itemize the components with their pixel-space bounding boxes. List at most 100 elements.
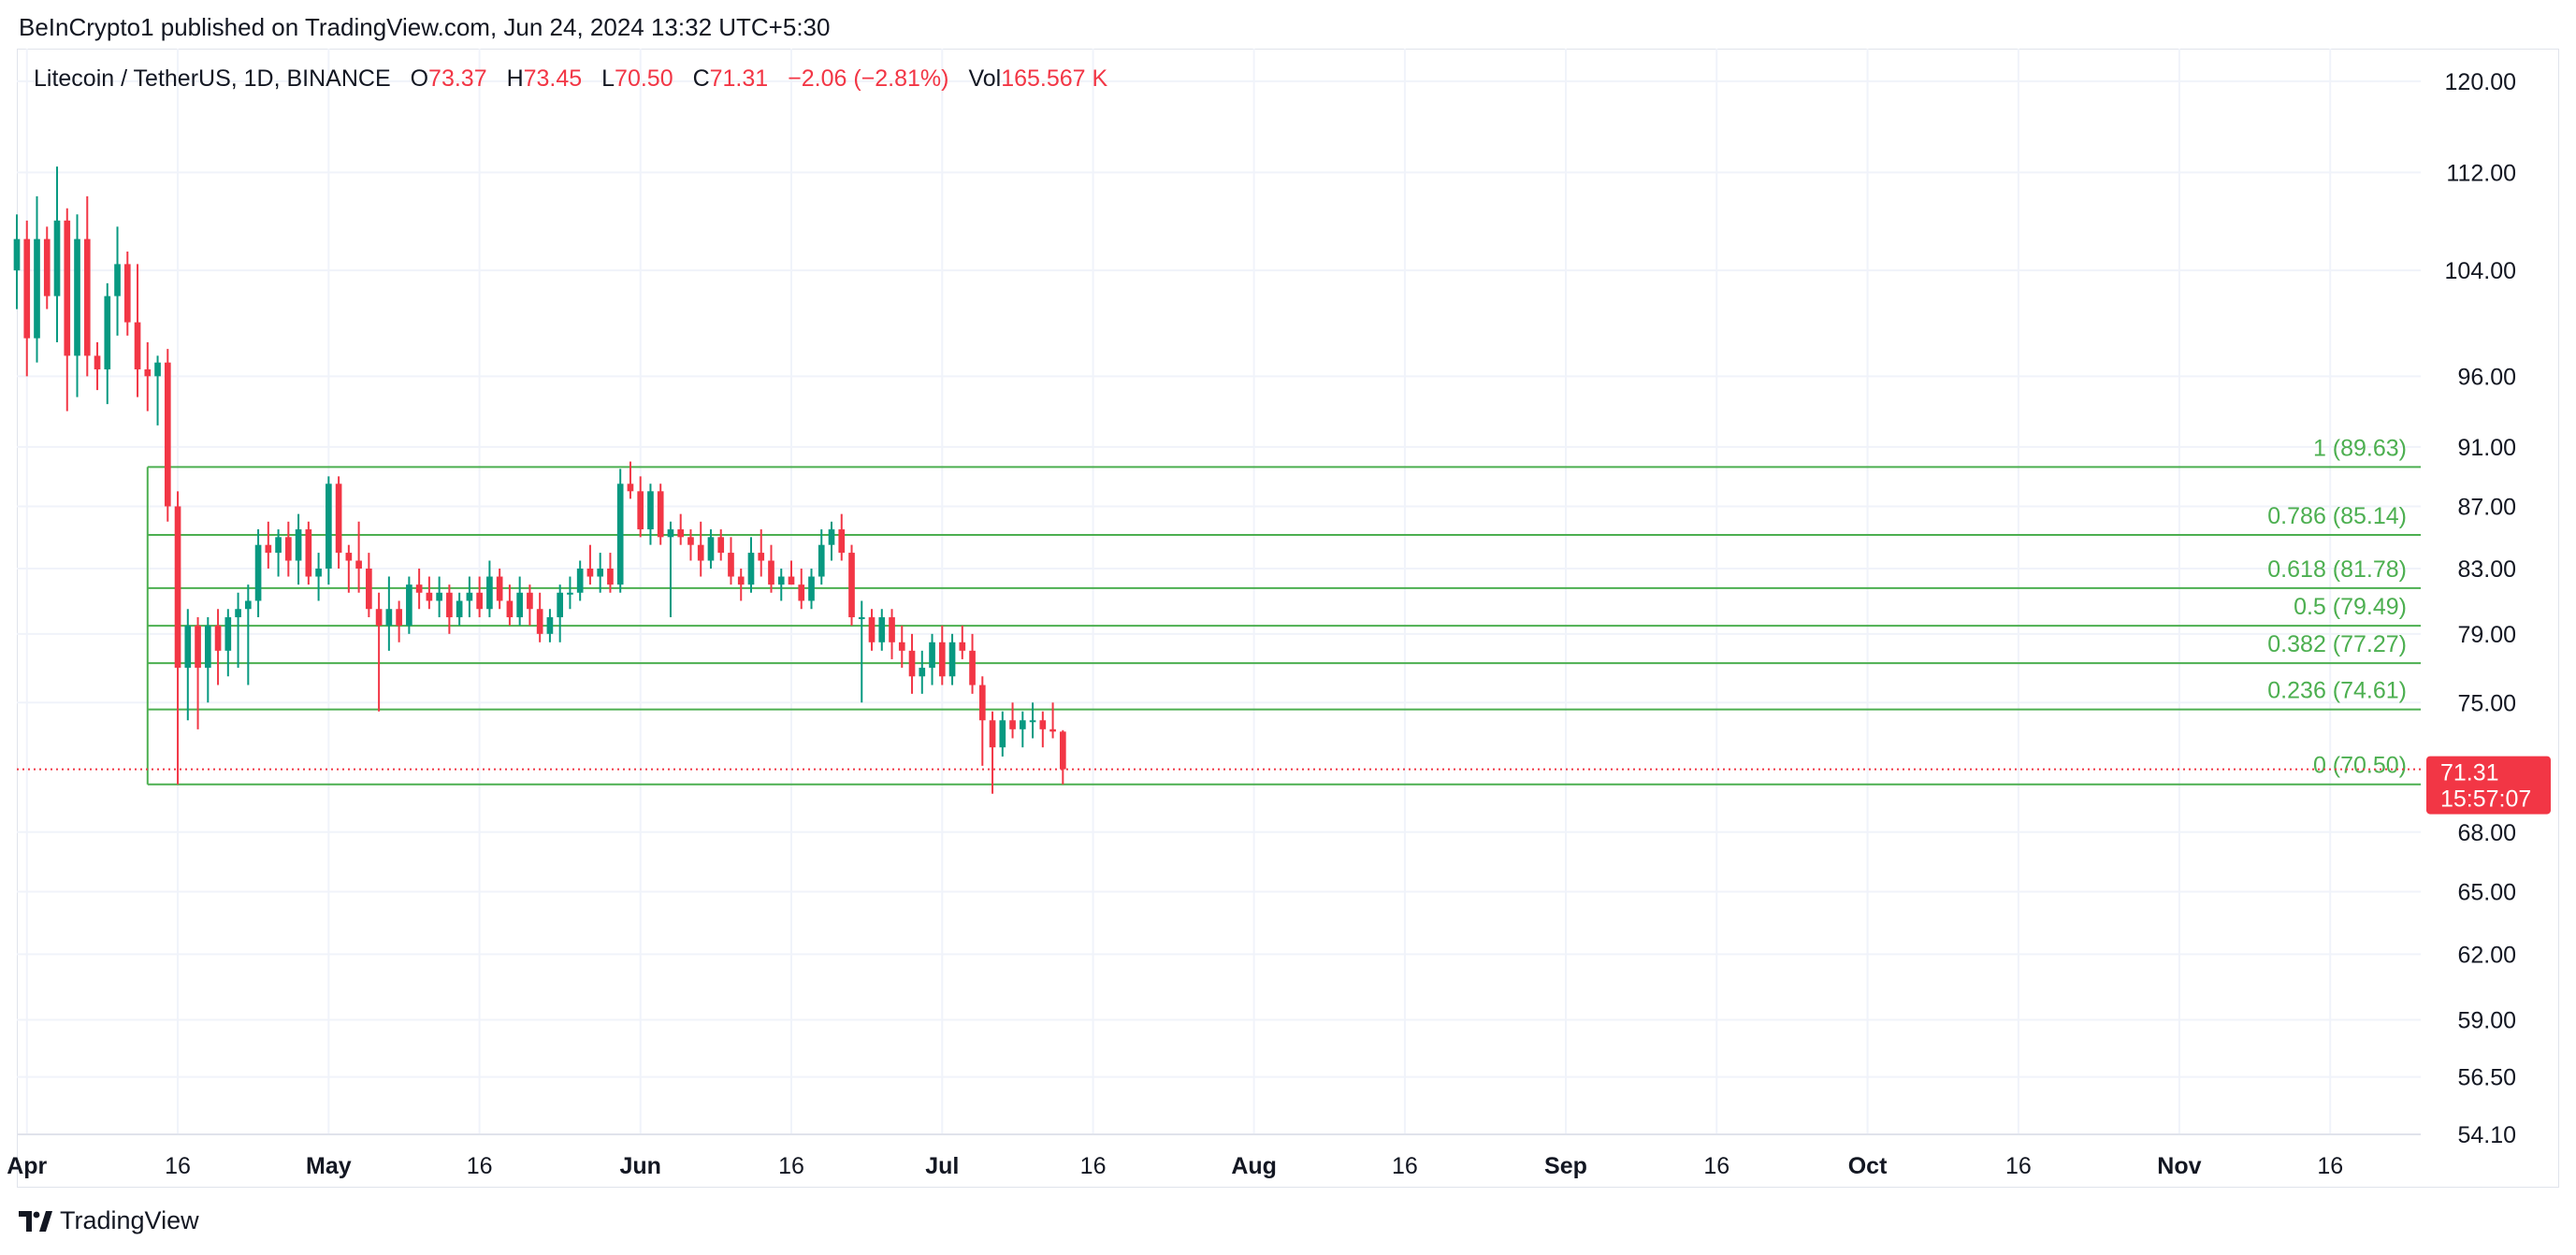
candle-body <box>154 362 161 377</box>
candle-body <box>667 529 674 538</box>
candle-body <box>929 642 935 669</box>
time-axis-label: 16 <box>778 1153 804 1179</box>
price-axis-label: 91.00 <box>2457 435 2516 461</box>
candle-body <box>486 576 493 610</box>
time-axis-label: Nov <box>2157 1153 2201 1179</box>
candle-body <box>546 617 554 634</box>
price-tag-countdown: 15:57:07 <box>2440 786 2531 813</box>
candle-up <box>929 633 935 685</box>
candle-down <box>687 529 694 561</box>
time-axis-label: 16 <box>1703 1153 1729 1179</box>
candle-down <box>627 461 634 499</box>
candle-down <box>607 553 614 593</box>
candle-down <box>717 529 725 561</box>
candle-body <box>999 720 1006 748</box>
price-tag-price: 71.31 <box>2440 760 2499 786</box>
candle-down <box>868 609 876 651</box>
candle-down <box>83 195 91 377</box>
candle-down <box>396 600 402 642</box>
candle-down <box>737 569 745 601</box>
candle-body <box>335 483 342 554</box>
candle-up <box>114 226 121 336</box>
candle-up <box>385 576 393 651</box>
candle-up <box>576 560 584 601</box>
candle-body <box>235 609 241 618</box>
candle-up <box>516 576 523 626</box>
candle-body <box>637 491 644 530</box>
candle-body <box>798 584 805 601</box>
candle-up <box>13 214 21 310</box>
candle-down <box>908 633 916 694</box>
candle-body <box>345 553 353 561</box>
candle-down <box>938 625 946 685</box>
candle-body <box>1049 728 1056 732</box>
candle-body <box>375 609 383 626</box>
candle-body <box>557 592 564 618</box>
candle-down <box>415 569 423 610</box>
candle-down <box>838 513 846 561</box>
candle-down <box>1059 729 1066 785</box>
tradingview-brand[interactable]: TradingView <box>19 1206 199 1235</box>
candle-body <box>597 569 604 577</box>
candle-down <box>426 576 433 610</box>
candle-body <box>889 617 895 642</box>
candle-body <box>326 483 332 570</box>
candle-up <box>616 469 624 593</box>
candle-body <box>959 642 966 651</box>
fib-level-label: 0.786 (85.14) <box>2267 503 2407 529</box>
candle-up <box>546 609 554 642</box>
candle-body <box>647 491 654 530</box>
time-axis-label: 16 <box>467 1153 493 1179</box>
candle-body <box>366 569 372 610</box>
candle-down <box>798 569 805 610</box>
open-label: O <box>410 65 429 92</box>
time-axis-label: May <box>306 1153 352 1179</box>
candle-down <box>476 576 483 618</box>
candle-body <box>898 642 905 651</box>
candle-body <box>908 650 916 677</box>
candle-up <box>567 576 573 610</box>
candle-body <box>657 491 664 538</box>
candle-body <box>174 506 181 669</box>
candle-body <box>788 576 795 585</box>
candle-down <box>1009 702 1016 739</box>
candle-down <box>265 521 272 570</box>
candle-down <box>768 544 774 593</box>
candle-body <box>396 609 402 626</box>
candle-down <box>1039 711 1047 748</box>
fib-level-label: 0.382 (77.27) <box>2267 631 2407 657</box>
high-value: 73.45 <box>523 65 583 92</box>
candle-up <box>597 553 604 593</box>
candle-up <box>34 195 40 363</box>
candle-down <box>728 537 734 585</box>
candle-body <box>818 544 825 577</box>
fibonacci-retracement[interactable]: 1 (89.63) 0.786 (85.14) 0.618 (81.78) 0.5 (… <box>146 435 2421 786</box>
close-value: 71.31 <box>709 65 769 92</box>
candle-body <box>828 529 835 545</box>
candle-body <box>948 642 956 677</box>
candle-body <box>858 617 865 620</box>
time-axis: Apr 16 May 16 Jun 16 Jul 16 Aug 16 Sep 16 Oct 16 Nov 16 <box>7 1153 2343 1179</box>
candle-body <box>254 544 262 601</box>
candle-body <box>516 592 523 618</box>
candle-body <box>295 529 302 561</box>
price-axis-label: 54.10 <box>2457 1122 2516 1148</box>
symbol-title[interactable]: Litecoin / TetherUS, 1D, BINANCE <box>34 65 391 92</box>
candle-body <box>43 238 51 296</box>
candle-down <box>978 676 986 766</box>
candle-body <box>144 368 152 377</box>
candle-body <box>536 609 543 634</box>
ohlc-legend: Litecoin / TetherUS, 1D, BINANCE O73.37 … <box>34 65 1107 93</box>
candle-up <box>948 633 956 685</box>
candle-body <box>1039 720 1047 729</box>
candle-body <box>808 576 815 601</box>
candle-up <box>777 569 785 601</box>
candle-body <box>184 625 192 669</box>
candle-body <box>576 569 584 593</box>
candle-down <box>496 569 503 610</box>
candle-down <box>657 483 664 545</box>
candle-up <box>557 584 564 642</box>
candle-body <box>567 592 573 595</box>
candle-body <box>527 592 533 610</box>
